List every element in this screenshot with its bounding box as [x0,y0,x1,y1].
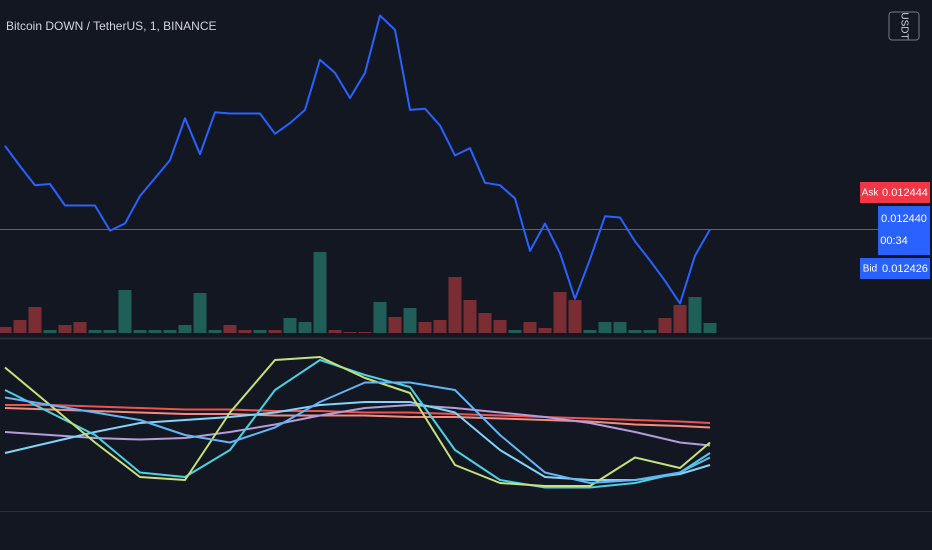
volume-bar [403,308,417,333]
volume-bar [88,330,102,333]
currency-box[interactable] [888,11,920,41]
volume-bar [658,318,672,333]
volume-bar [148,330,162,333]
volume-bar [388,317,402,333]
volume-bar [508,330,522,333]
volume-bar [193,293,207,333]
line [4,359,711,489]
volume-bar [28,307,42,333]
line [4,356,711,487]
volume-bar [628,330,642,333]
volume-bar [523,322,537,333]
volume-bar [223,325,237,333]
volume-bar [0,327,12,333]
volume-bar [328,330,342,333]
volume-bar [43,330,57,333]
line [4,404,711,447]
bid-tag: Bid [863,264,877,275]
line [5,404,711,424]
last-price: 0.012440 [881,213,927,225]
chart-title: Bitcoin DOWN / TetherUS, 1, BINANCE [6,19,217,33]
volume-bar [58,325,72,333]
ask-box [880,182,930,203]
volume-bar [133,330,147,333]
volume-bar [583,330,597,333]
volume-bar [73,322,87,333]
ask-value: 0.012444 [882,187,928,199]
bid-value: 0.012426 [882,263,928,275]
volume-bar [688,297,702,333]
volume-bar [13,320,27,333]
volume-bar [298,322,312,333]
volume-bar [703,323,717,333]
volume-bar [253,330,267,333]
line [4,401,711,481]
volume-bar [178,325,192,333]
volume-bar [103,330,117,333]
volume-bar [673,305,687,333]
currency[interactable]: USDT [898,12,909,39]
ask-tag-box [860,182,880,203]
volume-bar [163,330,177,333]
volume-bar [643,330,657,333]
line [4,407,711,429]
volume-bar [418,322,432,333]
volume-bar [553,292,567,333]
volume-bar [238,330,252,333]
bid-box [880,258,930,279]
volume-bar [598,322,612,333]
volume-bar [538,328,552,333]
volume-bar [343,332,357,333]
countdown: 00:34 [880,235,908,247]
volume-bar [373,302,387,333]
volume-bar [208,330,222,333]
volume-bar [283,318,297,333]
volume-bar [118,290,132,333]
volume-bar [358,332,372,333]
volume-bar [433,320,447,333]
volume-bar [478,313,492,333]
volume-bar [613,322,627,333]
line [4,14,711,305]
volume-bar [313,252,327,333]
volume-bar [448,277,462,333]
line [4,381,711,484]
ask-tag: Ask [862,188,880,199]
volume-bar [568,300,582,333]
volume-bar [493,320,507,333]
bid-tag-box [860,258,880,279]
last-price-box [878,206,930,255]
volume-bar [463,300,477,333]
volume-bar [268,330,282,333]
